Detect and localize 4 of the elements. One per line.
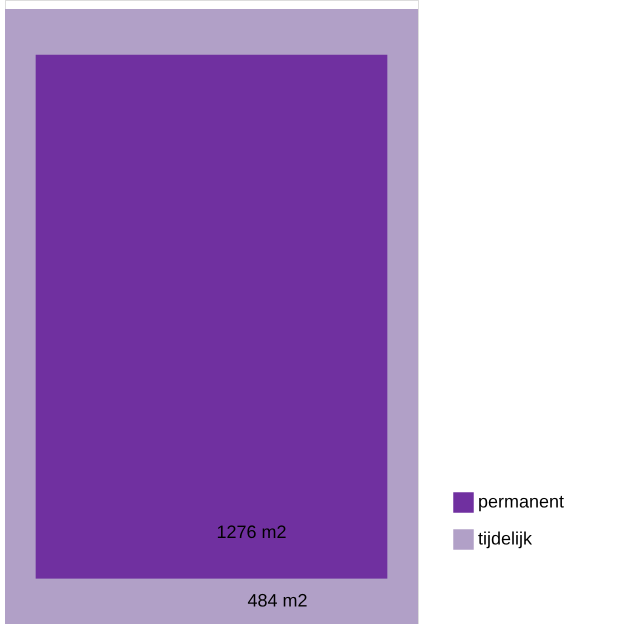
category-label: permanent (478, 492, 564, 512)
data-label: 484 m2 (247, 590, 308, 611)
data-label: 1276 m2 (216, 522, 287, 542)
category-label: tijdelijk (478, 528, 534, 548)
